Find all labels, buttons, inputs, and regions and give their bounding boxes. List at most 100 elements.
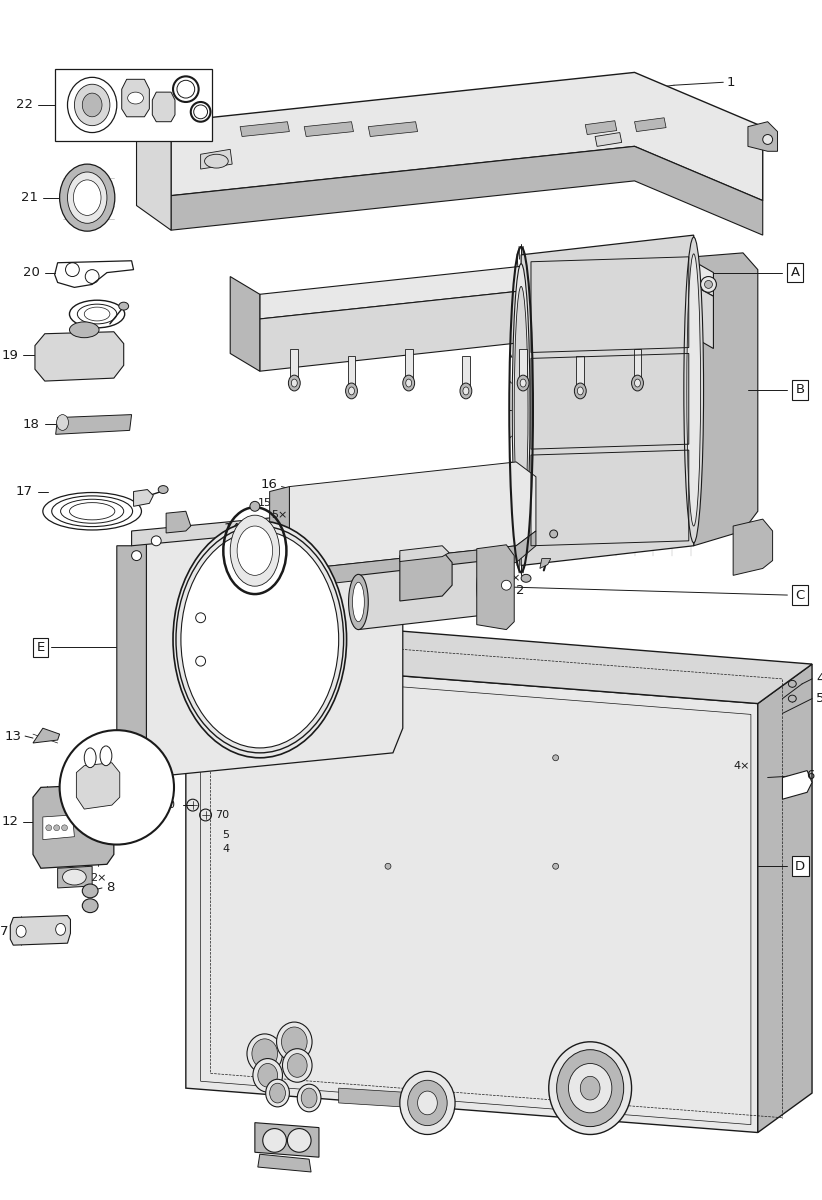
Ellipse shape [345,383,358,398]
Ellipse shape [283,1049,312,1082]
Ellipse shape [301,1088,317,1108]
Ellipse shape [580,1076,600,1100]
Ellipse shape [635,379,640,386]
Ellipse shape [788,695,797,702]
Ellipse shape [577,386,584,395]
Polygon shape [33,728,60,743]
Ellipse shape [132,551,141,560]
Ellipse shape [60,164,115,232]
Polygon shape [117,530,146,792]
Ellipse shape [550,530,557,538]
Ellipse shape [406,379,412,386]
Ellipse shape [687,254,700,526]
Polygon shape [133,490,153,506]
Polygon shape [783,770,812,799]
Ellipse shape [151,536,161,546]
Ellipse shape [704,281,713,288]
Ellipse shape [127,92,143,104]
Ellipse shape [46,824,52,830]
Text: 1: 1 [727,76,735,89]
Ellipse shape [298,1085,321,1112]
Ellipse shape [250,502,260,511]
Polygon shape [186,659,758,1133]
Ellipse shape [75,84,110,126]
Ellipse shape [57,415,68,431]
Text: 2×: 2× [505,574,521,583]
Text: 2×: 2× [189,632,206,642]
Text: 7: 7 [0,925,8,938]
Polygon shape [289,462,536,570]
Text: 19: 19 [2,349,18,362]
Polygon shape [348,356,355,391]
Polygon shape [152,92,175,121]
Ellipse shape [266,1079,289,1106]
Ellipse shape [82,899,98,913]
Polygon shape [186,619,812,703]
Ellipse shape [289,376,300,391]
Text: B: B [796,384,805,396]
Polygon shape [520,348,527,383]
Ellipse shape [477,559,496,614]
Ellipse shape [205,155,229,168]
Text: A: A [791,266,800,280]
Ellipse shape [60,730,174,845]
Text: 20: 20 [23,266,40,280]
Ellipse shape [403,376,414,391]
Text: 14: 14 [224,522,240,535]
Text: E: E [37,641,45,654]
Ellipse shape [463,386,469,395]
Text: 4×: 4× [159,788,176,798]
Polygon shape [230,276,260,371]
Ellipse shape [263,1128,286,1152]
Polygon shape [521,235,694,565]
Ellipse shape [288,1054,307,1078]
Ellipse shape [16,925,26,937]
Polygon shape [58,866,92,888]
Ellipse shape [291,379,298,386]
Ellipse shape [158,486,168,493]
Ellipse shape [173,521,347,757]
Polygon shape [748,121,778,151]
Ellipse shape [281,1027,307,1056]
Polygon shape [304,121,353,137]
Ellipse shape [556,1050,624,1127]
Polygon shape [11,916,71,946]
Polygon shape [166,511,191,533]
Polygon shape [260,275,713,371]
Ellipse shape [62,824,67,830]
Ellipse shape [700,276,717,293]
Text: 4×: 4× [733,761,750,770]
Text: 16: 16 [261,478,278,491]
Ellipse shape [353,582,364,622]
Polygon shape [146,506,403,778]
Polygon shape [758,664,812,1133]
Ellipse shape [73,180,101,215]
Polygon shape [260,250,713,319]
Ellipse shape [512,264,530,556]
Ellipse shape [230,515,279,586]
Polygon shape [76,763,120,809]
Ellipse shape [501,581,511,590]
Ellipse shape [349,386,354,395]
Polygon shape [35,331,123,382]
Text: 1: 1 [501,564,509,577]
Polygon shape [694,253,758,546]
Ellipse shape [575,383,586,398]
Ellipse shape [549,1042,631,1134]
Ellipse shape [247,1034,283,1073]
Polygon shape [33,785,113,869]
Text: 22: 22 [16,98,33,112]
Ellipse shape [196,656,206,666]
Ellipse shape [252,1039,278,1068]
Text: 10: 10 [162,800,176,810]
Polygon shape [43,815,75,840]
Ellipse shape [196,613,206,623]
Text: 70: 70 [215,810,229,820]
Polygon shape [290,348,298,383]
Text: D: D [795,859,806,872]
Ellipse shape [399,1072,455,1134]
Polygon shape [171,72,763,200]
Polygon shape [733,520,773,575]
Ellipse shape [181,530,339,748]
Ellipse shape [82,884,98,898]
